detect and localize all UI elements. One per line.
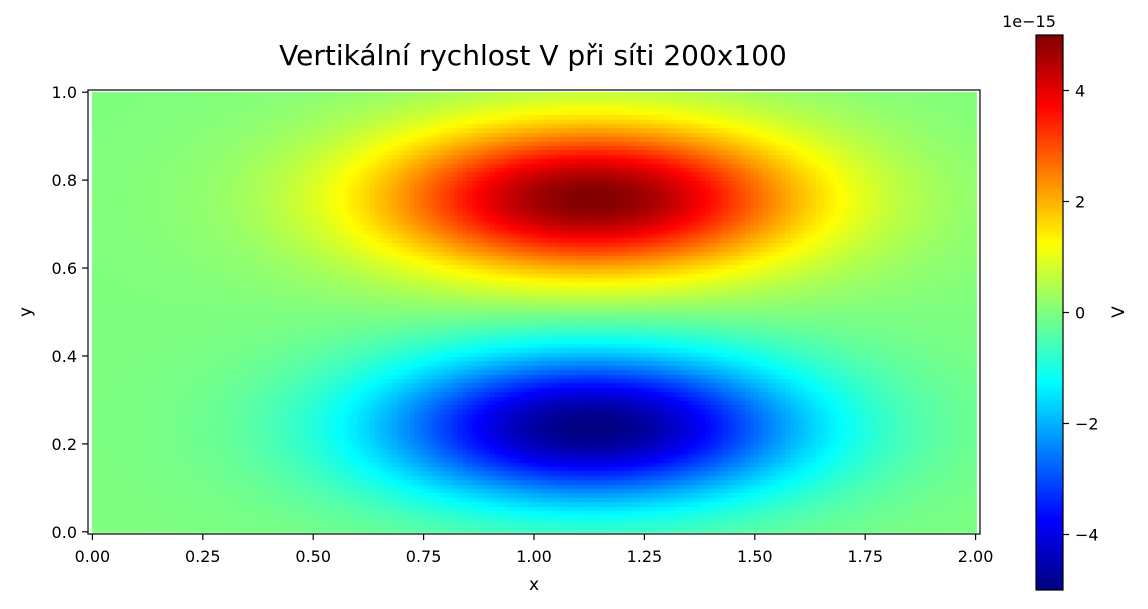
x-tick-label: 0.25 bbox=[185, 547, 221, 566]
chart-title: Vertikální rychlost V při síti 200x100 bbox=[279, 39, 787, 72]
y-axis-ticks: 0.0 0.2 0.4 0.6 0.8 1.0 bbox=[52, 83, 88, 542]
colorbar-tick-label: 0 bbox=[1075, 304, 1085, 323]
colorbar-ticks: −4 −2 0 2 4 bbox=[1063, 82, 1099, 545]
x-tick-label: 0.00 bbox=[75, 547, 111, 566]
x-tick-label: 2.00 bbox=[958, 547, 994, 566]
y-tick-label: 0.8 bbox=[52, 171, 77, 190]
x-tick-label: 0.75 bbox=[406, 547, 442, 566]
y-tick-label: 0.4 bbox=[52, 347, 77, 366]
colorbar bbox=[1036, 35, 1063, 590]
colorbar-offset-text: 1e−15 bbox=[1002, 12, 1056, 31]
colorbar-label: V bbox=[1109, 306, 1129, 318]
y-tick-label: 1.0 bbox=[52, 83, 77, 102]
heatmap-area bbox=[88, 90, 980, 534]
y-tick-label: 0.6 bbox=[52, 259, 77, 278]
y-axis-label: y bbox=[16, 307, 36, 317]
x-tick-label: 0.50 bbox=[295, 547, 331, 566]
x-tick-label: 1.50 bbox=[737, 547, 773, 566]
x-tick-label: 1.25 bbox=[627, 547, 663, 566]
x-tick-label: 1.75 bbox=[847, 547, 883, 566]
colorbar-tick-label: 4 bbox=[1075, 82, 1085, 101]
x-axis-label: x bbox=[529, 575, 539, 595]
x-tick-label: 1.00 bbox=[516, 547, 552, 566]
x-axis-ticks: 0.00 0.25 0.50 0.75 1.00 1.25 1.50 1.75 2.00 bbox=[75, 534, 994, 566]
y-tick-label: 0.0 bbox=[52, 523, 77, 542]
colorbar-tick-label: −4 bbox=[1075, 526, 1099, 545]
colorbar-tick-label: −2 bbox=[1075, 415, 1099, 434]
y-tick-label: 0.2 bbox=[52, 435, 77, 454]
colorbar-tick-label: 2 bbox=[1075, 193, 1085, 212]
